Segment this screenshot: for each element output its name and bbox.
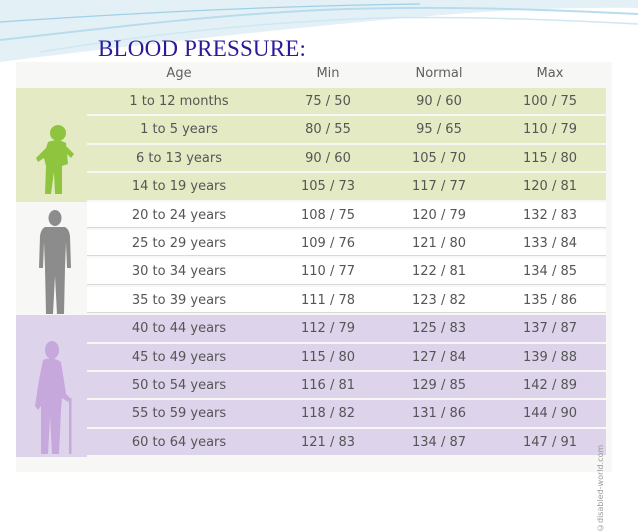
row-background	[87, 173, 606, 200]
cell-age: 60 to 64 years	[131, 434, 227, 450]
cell-max: 137 / 87	[523, 321, 577, 337]
row-background	[87, 258, 606, 285]
cell-min: 111 / 78	[301, 292, 355, 308]
table-row: 40 to 44 years 112 / 79 125 / 83 137 / 87	[16, 315, 612, 343]
cell-normal: 129 / 85	[412, 377, 466, 393]
cell-normal: 127 / 84	[412, 349, 466, 365]
table-row: 1 to 5 years 80 / 55 95 / 65 110 / 79	[16, 116, 612, 144]
cell-max: 100 / 75	[523, 94, 577, 109]
cell-min: 108 / 75	[301, 207, 355, 223]
cell-min: 115 / 80	[301, 349, 355, 365]
cell-age: 55 to 59 years	[131, 406, 227, 422]
cell-normal: 131 / 86	[412, 406, 466, 422]
cell-max: 110 / 79	[523, 122, 577, 138]
decorative-swoosh	[0, 0, 638, 62]
elderly-silhouette-icon	[35, 341, 72, 454]
cell-normal: 120 / 79	[412, 207, 466, 223]
table-row: 1 to 12 months 75 / 50 90 / 60 100 / 75	[16, 88, 612, 116]
table-row: 35 to 39 years 111 / 78 123 / 82 135 / 86	[16, 286, 612, 315]
table-row: 6 to 13 years 90 / 60 105 / 70 115 / 80	[16, 144, 612, 173]
cell-max: 144 / 90	[523, 406, 577, 422]
child-silhouette-icon	[36, 125, 74, 194]
watermark: ©disabled-world.com	[596, 444, 605, 532]
cell-age: 50 to 54 years	[131, 377, 227, 393]
cell-min: 105 / 73	[301, 179, 355, 195]
row-background	[87, 144, 606, 172]
cell-max: 115 / 80	[523, 150, 577, 166]
cell-normal: 121 / 80	[412, 235, 466, 251]
cell-age: 25 to 29 years	[131, 235, 227, 251]
cell-max: 139 / 88	[523, 349, 577, 365]
row-background	[87, 428, 606, 456]
adult-silhouette-icon	[39, 210, 71, 314]
row-background	[87, 371, 606, 399]
cell-max: 134 / 85	[523, 264, 577, 280]
header-age: Age	[166, 66, 192, 81]
cell-normal: 117 / 77	[412, 179, 466, 195]
cell-min: 118 / 82	[301, 406, 355, 422]
row-background	[87, 315, 606, 342]
cell-normal: 125 / 83	[412, 321, 466, 337]
table-row: 14 to 19 years 105 / 73 117 / 77 120 / 81	[16, 173, 612, 201]
blood-pressure-table: Age Min Normal Max 1 to 12 months 75 / 50…	[16, 62, 612, 532]
cell-min: 109 / 76	[301, 235, 355, 251]
cell-age: 40 to 44 years	[131, 321, 227, 337]
row-background	[87, 116, 606, 143]
table-row: 55 to 59 years 118 / 82 131 / 86 144 / 90	[16, 400, 612, 428]
cell-age: 35 to 39 years	[131, 292, 227, 308]
row-background	[87, 286, 606, 314]
header-min: Min	[316, 66, 340, 81]
cell-age: 14 to 19 years	[131, 179, 227, 195]
cell-age: 20 to 24 years	[131, 207, 227, 223]
cell-min: 80 / 55	[305, 122, 351, 138]
cell-max: 147 / 91	[523, 434, 577, 450]
cell-min: 110 / 77	[301, 264, 355, 280]
table-row: 45 to 49 years 115 / 80 127 / 84 139 / 88	[16, 343, 612, 372]
cell-age: 1 to 12 months	[129, 94, 229, 109]
cell-max: 142 / 89	[523, 377, 577, 393]
cell-max: 135 / 86	[523, 292, 577, 308]
cell-min: 121 / 83	[301, 434, 355, 450]
row-background	[87, 229, 606, 257]
cell-min: 90 / 60	[305, 150, 351, 166]
row-background	[87, 343, 606, 370]
cell-age: 1 to 5 years	[140, 122, 218, 138]
cell-max: 120 / 81	[523, 179, 577, 195]
row-background	[87, 201, 606, 228]
table-row: 20 to 24 years 108 / 75 120 / 79 132 / 83	[16, 201, 612, 230]
header-max: Max	[536, 66, 564, 81]
cell-age: 45 to 49 years	[131, 349, 227, 365]
row-background	[87, 88, 606, 115]
cell-age: 30 to 34 years	[131, 264, 227, 280]
cell-normal: 123 / 82	[412, 292, 466, 308]
cell-min: 112 / 79	[301, 321, 355, 337]
table-row: 50 to 54 years 116 / 81 129 / 85 142 / 89	[16, 371, 612, 400]
cell-max: 133 / 84	[523, 235, 577, 251]
cell-age: 6 to 13 years	[135, 150, 223, 166]
cell-normal: 95 / 65	[416, 122, 462, 138]
cell-normal: 105 / 70	[412, 150, 466, 166]
row-background	[87, 400, 606, 427]
cell-normal: 122 / 81	[412, 264, 466, 280]
table-row: 30 to 34 years 110 / 77 122 / 81 134 / 85	[16, 258, 612, 286]
table-row: 60 to 64 years 121 / 83 134 / 87 147 / 91	[16, 428, 612, 457]
header-normal: Normal	[415, 66, 463, 81]
cell-normal: 90 / 60	[416, 94, 462, 109]
cell-normal: 134 / 87	[412, 434, 466, 450]
cell-max: 132 / 83	[523, 207, 577, 223]
page-title: BLOOD PRESSURE:	[98, 36, 307, 61]
table-row: 25 to 29 years 109 / 76 121 / 80 133 / 84	[16, 229, 612, 258]
cell-min: 116 / 81	[301, 377, 355, 393]
table-header: Age Min Normal Max	[16, 62, 612, 88]
table-body: 1 to 12 months 75 / 50 90 / 60 100 / 75 1 to…	[16, 88, 612, 457]
cell-min: 75 / 50	[305, 94, 351, 109]
